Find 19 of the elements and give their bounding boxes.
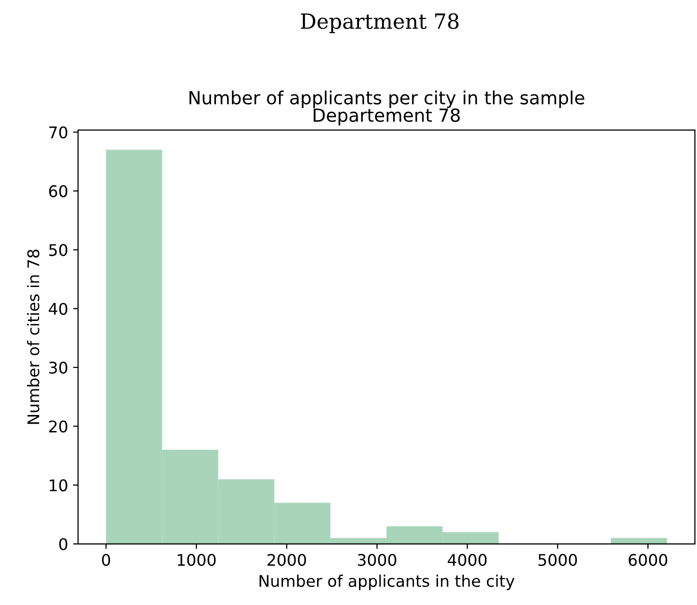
y-tick-label: 70	[49, 126, 68, 138]
y-tick-label: 60	[49, 185, 68, 198]
x-tick-label: 5000	[538, 554, 577, 566]
y-tick-label: 20	[49, 420, 68, 433]
x-tick-label: 3000	[358, 554, 396, 566]
y-tick-label: 0	[59, 538, 68, 550]
chart-subtitle: Number of applicants per city in the sample Departement 78	[190, 90, 584, 126]
x-tick-label: 0	[102, 554, 110, 566]
x-tick-label: 4000	[448, 554, 487, 566]
y-tick-label: 50	[49, 244, 68, 256]
chart-title: Department 78	[300, 13, 459, 34]
y-tick-label: 40	[48, 302, 68, 315]
x-tick-label: 1000	[178, 554, 216, 566]
x-axis-title: Number of applicants in the city	[260, 574, 514, 590]
x-tick-label: 6000	[628, 554, 668, 566]
x-tick-label: 2000	[268, 554, 306, 566]
y-axis-title: Number of cities in 78	[27, 250, 40, 424]
y-tick-label: 10	[50, 479, 68, 492]
y-tick-label: 30	[49, 362, 68, 374]
